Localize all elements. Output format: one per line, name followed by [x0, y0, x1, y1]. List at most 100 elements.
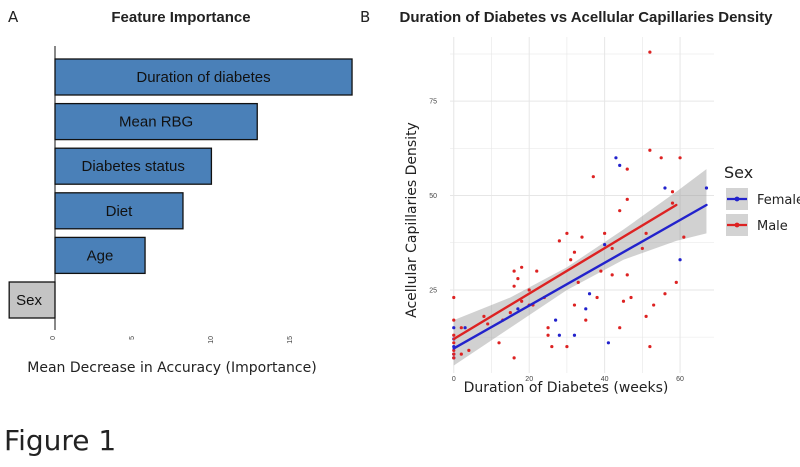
x-tick-label: 5 [129, 336, 136, 340]
point-female [584, 307, 588, 311]
point-male [520, 265, 524, 269]
point-female [587, 292, 592, 296]
point-male [576, 280, 580, 284]
point-female [606, 341, 611, 345]
bar-diabetes-status [54, 147, 213, 185]
point-male [648, 50, 652, 54]
point-male [670, 190, 675, 194]
point-male [512, 269, 516, 273]
point-male [621, 299, 626, 303]
legend-label-female: Female [757, 193, 800, 208]
point-male [452, 295, 456, 300]
bar-age [54, 236, 146, 275]
point-male [674, 280, 678, 284]
legend-key-point [734, 222, 740, 228]
x-tick-label: 40 [601, 376, 609, 383]
point-female [572, 333, 577, 337]
point-female [678, 258, 682, 262]
bar-label: Diabetes status [82, 158, 185, 175]
point-male [557, 239, 561, 243]
point-male [467, 348, 471, 352]
point-male [663, 292, 667, 296]
point-male [565, 231, 569, 235]
panel-a-xlabel: Mean Decrease in Accuracy (Importance) [27, 360, 316, 376]
panel-b-ylabel: Acellular Capillaries Density [404, 122, 420, 318]
point-male [580, 235, 584, 239]
point-male [644, 314, 648, 318]
panel-a-title: Feature Importance [111, 9, 250, 26]
point-male [603, 231, 607, 235]
panel-b-title: Duration of Diabetes vs Acellular Capill… [400, 9, 774, 26]
point-male [678, 156, 682, 160]
point-male [482, 314, 486, 318]
point-male [550, 344, 554, 349]
point-male [459, 352, 463, 356]
panel-a: A Feature Importance Duration of diabete… [8, 8, 353, 376]
point-male [520, 299, 524, 303]
confidence-band [453, 169, 707, 366]
point-male [512, 284, 516, 288]
bar-diet [54, 192, 184, 230]
point-male [569, 258, 573, 262]
point-female [554, 318, 558, 322]
x-tick-label: 20 [525, 376, 533, 383]
point-female [704, 186, 709, 190]
point-female [463, 326, 467, 330]
legend-title: Sex [724, 163, 753, 182]
bar-group: Duration of diabetes Mean RBG Diabetes sta… [8, 58, 353, 319]
point-female [557, 333, 561, 337]
legend-label-male: Male [757, 219, 788, 234]
panel-b-letter: B [360, 8, 370, 26]
point-male [508, 310, 512, 315]
point-male [452, 341, 456, 345]
bar-label: Duration of diabetes [136, 69, 270, 86]
bar-duration-of-diabetes [54, 58, 353, 96]
y-tick-label: 50 [429, 193, 437, 200]
point-male [486, 322, 490, 326]
point-male [572, 303, 577, 307]
x-tick-label: 0 [50, 336, 57, 340]
y-tick-label: 75 [429, 99, 437, 106]
bar-label: Sex [16, 292, 42, 309]
point-female [618, 163, 622, 167]
point-female [452, 326, 456, 330]
point-male [610, 246, 614, 251]
point-male [452, 348, 456, 352]
point-male [625, 197, 629, 201]
point-male [452, 352, 456, 356]
x-tick-label: 0 [452, 376, 456, 383]
point-male [572, 250, 577, 254]
point-male [591, 175, 595, 179]
bar-mean-rbg [54, 102, 258, 141]
point-male [659, 156, 663, 160]
panel-a-letter: A [8, 8, 19, 26]
point-male [497, 341, 501, 345]
legend-key-point [734, 196, 740, 202]
point-male [644, 231, 648, 235]
point-male [535, 269, 539, 273]
point-male [625, 273, 629, 277]
point-male [599, 269, 603, 273]
bar-label: Age [87, 247, 114, 264]
points [452, 50, 709, 360]
point-male [648, 344, 652, 349]
point-male [652, 303, 656, 307]
point-male [546, 326, 550, 330]
fit-line-female [452, 203, 708, 350]
point-male [682, 235, 686, 239]
bar-label: Diet [106, 203, 134, 220]
panel-b: B Duration of Diabetes vs Acellular Capi… [360, 8, 800, 396]
point-male [648, 148, 652, 152]
bar-sex [8, 281, 56, 319]
fit-line-male [452, 203, 678, 341]
y-tick-label: 25 [429, 287, 437, 294]
bar-label: Mean RBG [119, 114, 193, 131]
point-male [640, 246, 644, 251]
point-male [584, 318, 588, 322]
legend: Sex Female Male [724, 163, 800, 236]
point-male [618, 209, 622, 213]
point-male [452, 333, 456, 337]
point-male [516, 277, 520, 281]
point-male [512, 356, 516, 360]
